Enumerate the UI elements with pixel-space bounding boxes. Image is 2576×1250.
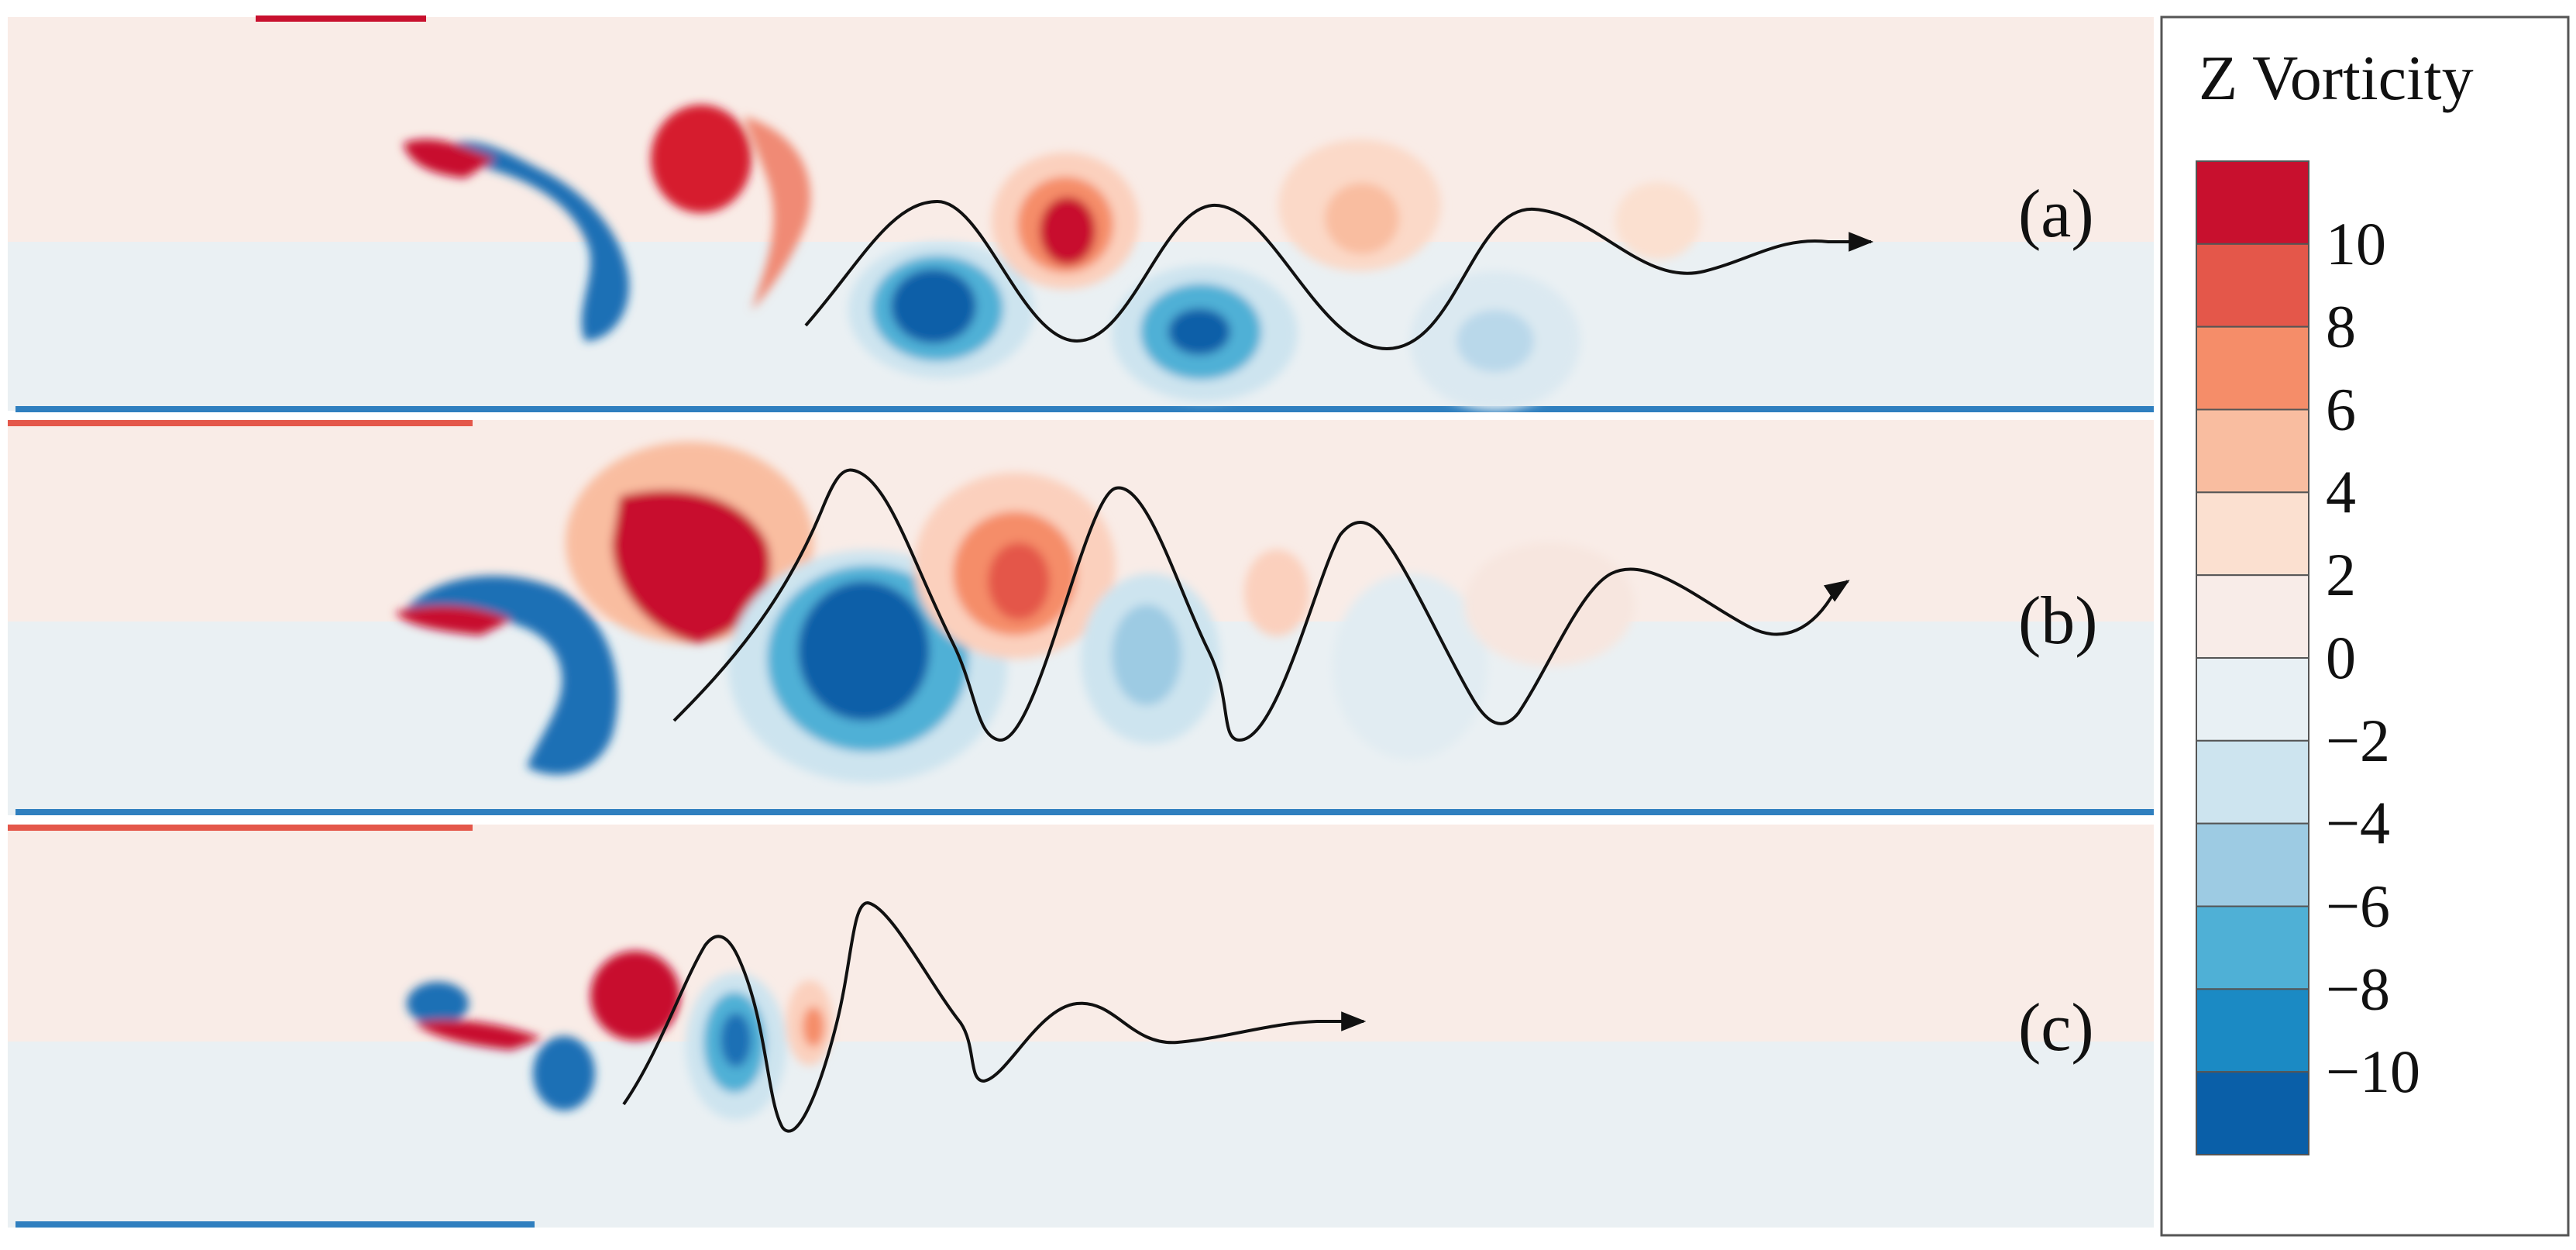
colorbar-tick-label: −8 bbox=[2326, 955, 2390, 1022]
colorbar-swatch bbox=[2196, 1071, 2309, 1155]
panel-b-wake-path bbox=[672, 468, 1850, 742]
panel-c-vortices bbox=[407, 951, 833, 1120]
colorbar-swatch bbox=[2196, 657, 2309, 742]
colorbar-swatch bbox=[2196, 491, 2309, 577]
panel-a-vortices bbox=[403, 105, 1701, 411]
colorbar-tick-label: −4 bbox=[2326, 790, 2390, 857]
colorbar-swatches bbox=[2196, 160, 2309, 1155]
colorbar-ticks: 10 8 6 4 2 0 −2 −4 −6 −8 −10 bbox=[2326, 210, 2420, 1105]
panel-b: (b) bbox=[8, 420, 2154, 817]
colorbar-swatch bbox=[2196, 325, 2309, 411]
colorbar-swatch bbox=[2196, 408, 2309, 494]
panel-a-bottom-wall bbox=[15, 406, 2154, 414]
colorbar-swatch bbox=[2196, 822, 2309, 907]
panel-c: (c) bbox=[8, 825, 2154, 1228]
panel-c-background-bottom bbox=[8, 1042, 2154, 1228]
panel-b-label: (b) bbox=[2018, 584, 2098, 659]
colorbar-swatch bbox=[2196, 574, 2309, 659]
colorbar-swatch bbox=[2196, 243, 2309, 328]
panel-divider-ab bbox=[8, 412, 2154, 420]
colorbar-swatch bbox=[2196, 905, 2309, 990]
panel-c-wake-path bbox=[622, 900, 1367, 1133]
colorbar-tick-label: 4 bbox=[2326, 458, 2356, 525]
colorbar-tick-label: 0 bbox=[2326, 624, 2356, 691]
colorbar-tick-label: 8 bbox=[2326, 293, 2356, 360]
panel-b-bottom-wall bbox=[15, 809, 2154, 817]
panel-c-label: (c) bbox=[2018, 990, 2094, 1066]
colorbar-tick-label: 10 bbox=[2326, 210, 2386, 277]
panel-a-wake-path bbox=[804, 199, 1874, 351]
panel-b-background-bottom bbox=[8, 622, 2154, 815]
colorbar-tick-label: 6 bbox=[2326, 376, 2356, 443]
panel-divider-bc bbox=[8, 815, 2154, 825]
colorbar-swatch bbox=[2196, 160, 2309, 245]
panel-c-bottom-wall bbox=[15, 1221, 535, 1228]
colorbar-tick-label: −6 bbox=[2326, 873, 2390, 940]
panel-b-top-wall bbox=[8, 420, 473, 426]
panel-a-label: (a) bbox=[2018, 177, 2094, 252]
colorbar-swatch bbox=[2196, 739, 2309, 825]
colorbar-tick-label: −2 bbox=[2326, 707, 2390, 774]
colorbar-title: Z Vorticity bbox=[2199, 43, 2474, 113]
panel-a-top-wall bbox=[256, 15, 426, 22]
panel-a: (a) bbox=[8, 15, 2154, 414]
colorbar-tick-label: 2 bbox=[2326, 541, 2356, 608]
colorbar-tick-label: −10 bbox=[2326, 1038, 2420, 1105]
panel-c-background-top bbox=[8, 825, 2154, 1042]
colorbar-swatch bbox=[2196, 988, 2309, 1073]
panel-c-top-wall bbox=[8, 825, 473, 831]
colorbar-legend: Z Vorticity 10 8 6 4 2 0 −2 −4 −6 −8 −10 bbox=[2160, 15, 2570, 1237]
